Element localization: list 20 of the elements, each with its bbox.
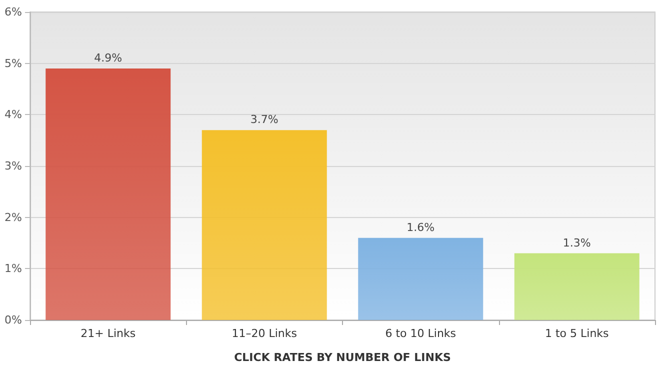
x-tick-label: 21+ Links xyxy=(80,327,136,340)
y-tick-label: 3% xyxy=(4,160,22,172)
y-tick-label: 5% xyxy=(4,56,22,70)
y-tick-label: 1% xyxy=(4,262,22,276)
bar xyxy=(358,238,484,320)
x-tick-label: 1 to 5 Links xyxy=(544,327,610,340)
data-label: 1.6% xyxy=(406,220,435,234)
x-tick-label: 6 to 10 Links xyxy=(385,327,456,340)
y-tick-label: 0% xyxy=(4,314,22,326)
data-label: 3.7% xyxy=(250,113,278,126)
x-tick-label: 11–20 Links xyxy=(232,327,298,340)
y-tick-label: 6% xyxy=(4,6,22,18)
y-tick-label: 2% xyxy=(4,210,22,224)
bar xyxy=(46,68,171,320)
y-tick-label: 4% xyxy=(4,108,22,122)
data-label: 4.9% xyxy=(94,51,122,64)
bar xyxy=(202,130,327,320)
bar xyxy=(514,253,640,320)
x-axis-title: CLICK RATES BY NUMBER OF LINKS xyxy=(234,351,451,364)
data-label: 1.3% xyxy=(562,236,591,250)
